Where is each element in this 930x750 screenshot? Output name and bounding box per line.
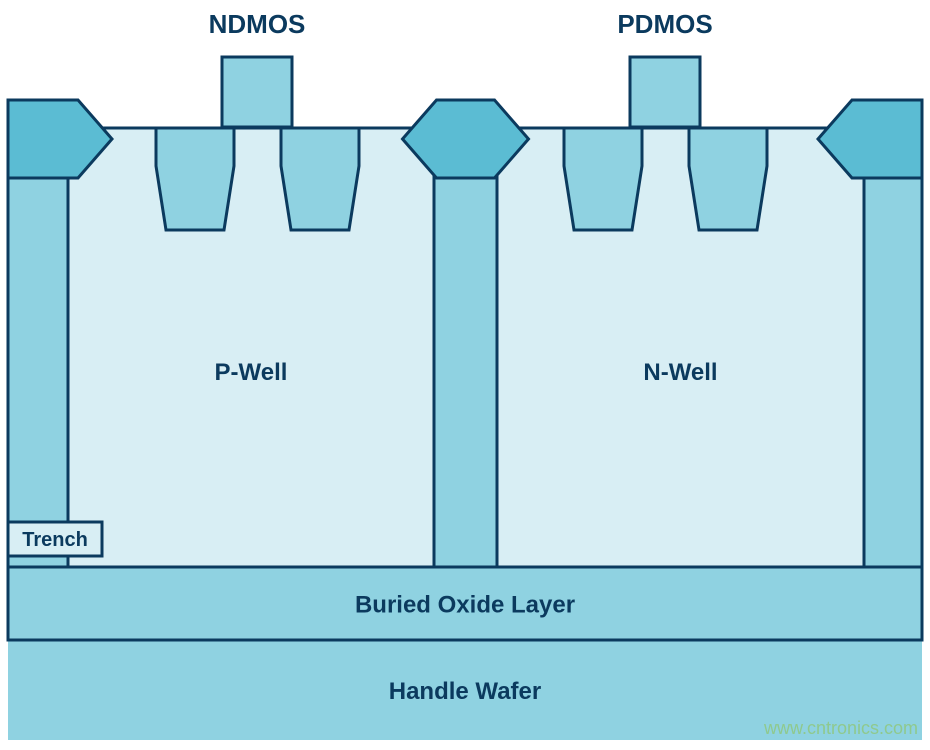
trench-center [434,128,497,567]
trench-left [8,128,68,567]
ndmos-diffusion-left [156,128,234,230]
handle-wafer-label: Handle Wafer [389,678,541,705]
pdmos-diffusion-right [689,128,767,230]
pdmos-label: PDMOS [617,9,712,39]
ndmos-diffusion-right [281,128,359,230]
nwell-label: N-Well [643,359,717,386]
pwell-label: P-Well [215,359,288,386]
watermark-text: www.cntronics.com [763,718,918,738]
buried-oxide-label: Buried Oxide Layer [355,592,575,619]
ndmos-gate [222,57,292,127]
pdmos-gate [630,57,700,127]
trench-right [864,128,922,567]
pdmos-diffusion-left [564,128,642,230]
ndmos-label: NDMOS [209,9,306,39]
trench-label: Trench [22,529,88,551]
soi-cross-section-diagram: NDMOS PDMOS P-Well N-Well Trench Buried Oxide… [0,0,930,750]
